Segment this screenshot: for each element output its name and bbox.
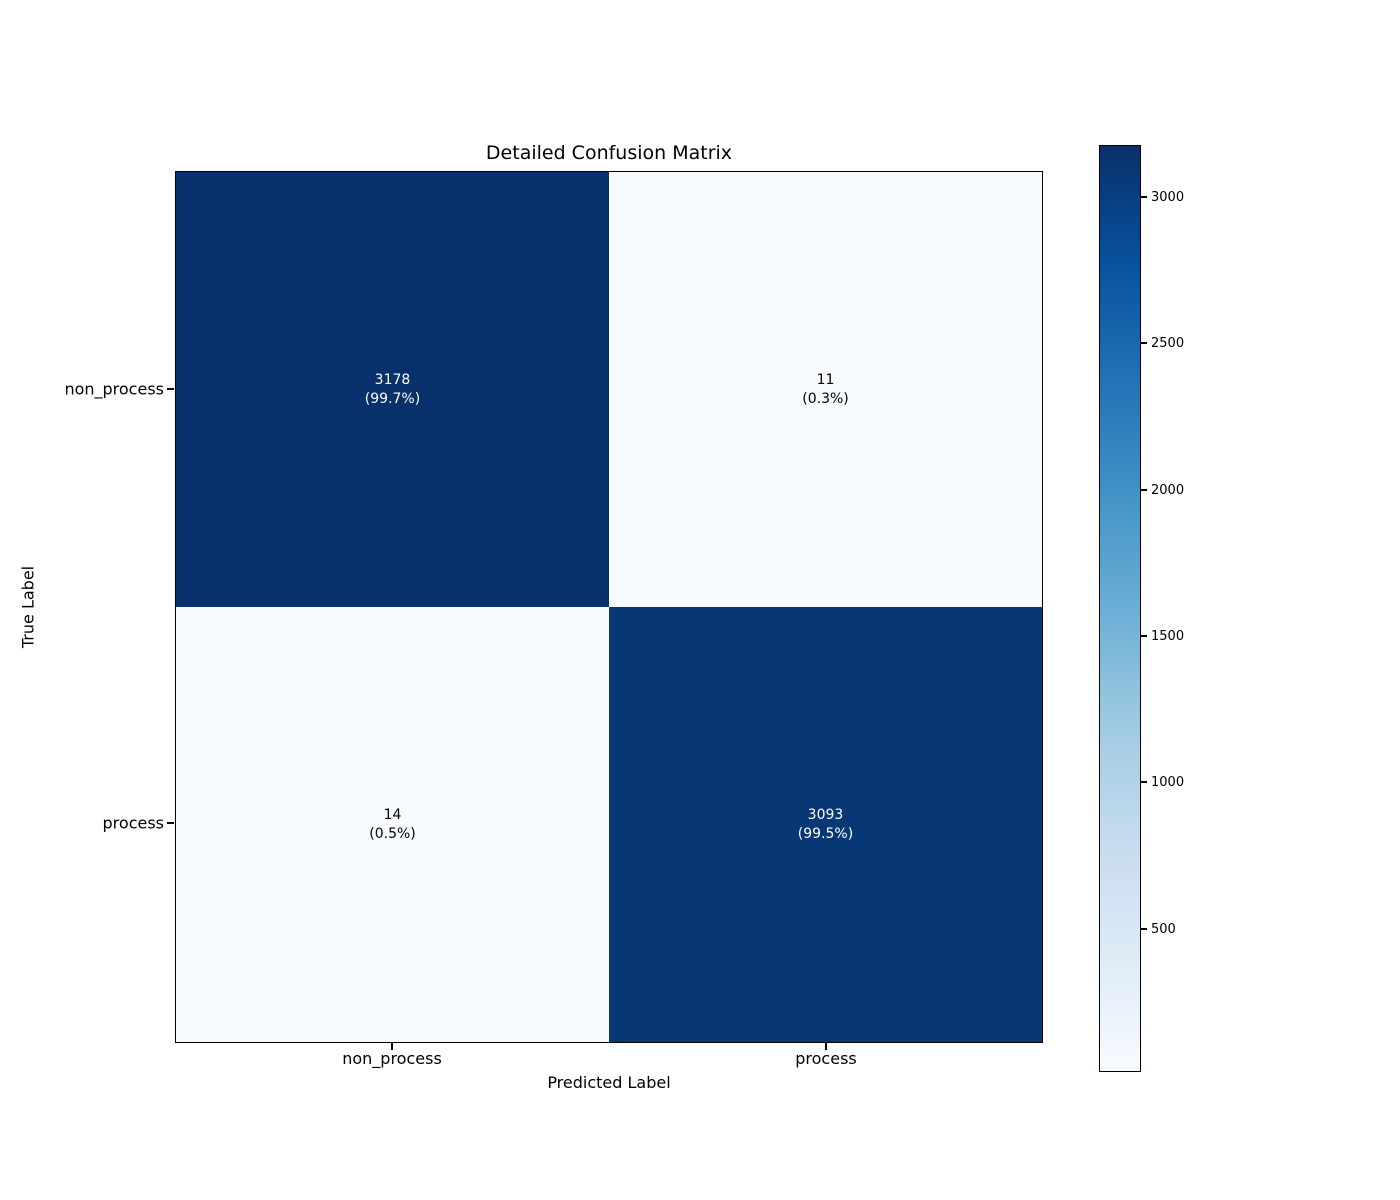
- colorbar-tick: 3000: [1141, 189, 1185, 205]
- cell-percent: (99.5%): [797, 825, 854, 842]
- colorbar-tick-mark: [1141, 928, 1147, 930]
- colorbar-tick-mark: [1141, 342, 1147, 344]
- colorbar-tick: 1000: [1141, 774, 1185, 790]
- x-axis-label: Predicted Label: [547, 1073, 671, 1092]
- y-tick-label-non-process: non_process: [64, 379, 164, 399]
- cell-count: 14: [383, 807, 402, 824]
- y-axis-label: True Label: [18, 565, 38, 649]
- cell-count: 3178: [374, 372, 411, 389]
- cell-count: 11: [816, 372, 835, 389]
- colorbar-tick-label: 2500: [1151, 335, 1185, 351]
- colorbar-tick-label: 2000: [1151, 482, 1185, 498]
- cell-percent: (99.7%): [364, 390, 421, 407]
- matrix-cell-fn: 14 (0.5%): [176, 607, 609, 1042]
- colorbar-tick-label: 1500: [1151, 628, 1185, 644]
- x-tick-label-process: process: [795, 1049, 857, 1068]
- colorbar-tick-mark: [1141, 781, 1147, 783]
- colorbar-tick-label: 1000: [1151, 774, 1185, 790]
- matrix-cell-tn: 3178 (99.7%): [176, 172, 609, 607]
- y-tick-mark: [167, 388, 174, 390]
- colorbar-tick: 2500: [1141, 335, 1185, 351]
- colorbar-tick: 500: [1141, 921, 1176, 937]
- y-tick-mark: [167, 822, 174, 824]
- x-tick-mark: [825, 1043, 827, 1050]
- colorbar-gradient: [1099, 145, 1141, 1072]
- x-tick-mark: [391, 1043, 393, 1050]
- heatmap-plot-area: 3178 (99.7%) 11 (0.3%) 14 (0.5%) 3093 (9…: [175, 171, 1043, 1043]
- x-tick-label-non-process: non_process: [342, 1049, 442, 1068]
- colorbar-tick-mark: [1141, 635, 1147, 637]
- matrix-cell-fp: 11 (0.3%): [609, 172, 1042, 607]
- matrix-cell-tp: 3093 (99.5%): [609, 607, 1042, 1042]
- chart-title: Detailed Confusion Matrix: [485, 142, 733, 164]
- cell-count: 3093: [807, 807, 844, 824]
- colorbar-tick-mark: [1141, 196, 1147, 198]
- colorbar-tick-label: 3000: [1151, 189, 1185, 205]
- colorbar-tick: 2000: [1141, 482, 1185, 498]
- cell-percent: (0.3%): [802, 390, 849, 407]
- colorbar-tick: 1500: [1141, 628, 1185, 644]
- y-tick-label-process: process: [102, 813, 164, 833]
- colorbar-tick-label: 500: [1151, 921, 1176, 937]
- colorbar-tick-mark: [1141, 489, 1147, 491]
- cell-percent: (0.5%): [369, 825, 416, 842]
